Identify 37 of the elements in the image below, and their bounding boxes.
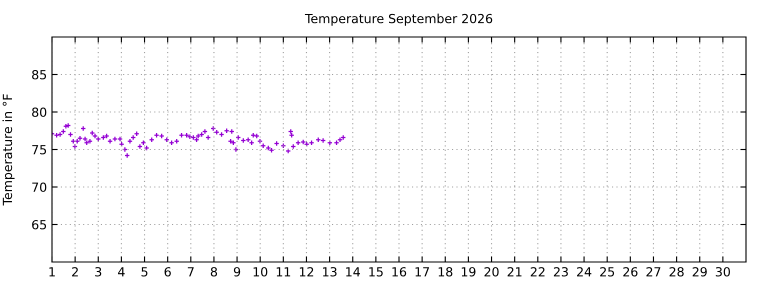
x-tick-label: 23 bbox=[554, 267, 568, 277]
x-tick-label: 28 bbox=[670, 267, 684, 277]
x-tick-label: 16 bbox=[392, 267, 406, 277]
x-tick-label: 30 bbox=[716, 267, 730, 277]
x-tick-label: 18 bbox=[438, 267, 452, 277]
x-tick-label: 6 bbox=[164, 267, 171, 277]
x-tick-label: 11 bbox=[276, 267, 290, 276]
x-tick-label: 14 bbox=[346, 267, 360, 276]
x-tick-label: 17 bbox=[416, 267, 430, 276]
x-tick-label: 27 bbox=[646, 267, 660, 276]
y-axis-title: Temperature in °F bbox=[2, 94, 15, 206]
x-tick-label: 9 bbox=[234, 267, 240, 277]
x-tick-label: 2 bbox=[72, 267, 78, 276]
x-tick-label: 4 bbox=[118, 267, 125, 276]
y-tick-label: 70 bbox=[32, 182, 46, 192]
y-tick-label: 65 bbox=[32, 220, 46, 230]
x-tick-label: 13 bbox=[323, 267, 337, 277]
x-tick-label: 21 bbox=[508, 267, 522, 276]
x-tick-label: 3 bbox=[95, 267, 102, 277]
x-tick-label: 25 bbox=[600, 267, 614, 277]
x-tick-label: 29 bbox=[692, 267, 707, 277]
y-tick-label: 85 bbox=[32, 70, 46, 80]
x-tick-label: 8 bbox=[210, 267, 218, 277]
x-tick-label: 15 bbox=[369, 267, 383, 277]
x-tick-label: 5 bbox=[142, 267, 148, 277]
x-tick-label: 20 bbox=[484, 267, 499, 277]
x-tick-label: 1 bbox=[49, 267, 55, 276]
x-tick-label: 10 bbox=[254, 267, 268, 277]
y-tick-label: 80 bbox=[32, 107, 46, 117]
x-tick-label: 26 bbox=[623, 267, 638, 277]
y-tick-label: 75 bbox=[32, 145, 46, 154]
x-tick-label: 7 bbox=[188, 267, 194, 276]
chart-title: Temperature September 2026 bbox=[304, 14, 492, 26]
x-tick-label: 24 bbox=[577, 267, 592, 276]
x-tick-label: 22 bbox=[530, 267, 544, 276]
x-tick-label: 19 bbox=[462, 267, 476, 277]
x-tick-label: 12 bbox=[300, 267, 314, 276]
